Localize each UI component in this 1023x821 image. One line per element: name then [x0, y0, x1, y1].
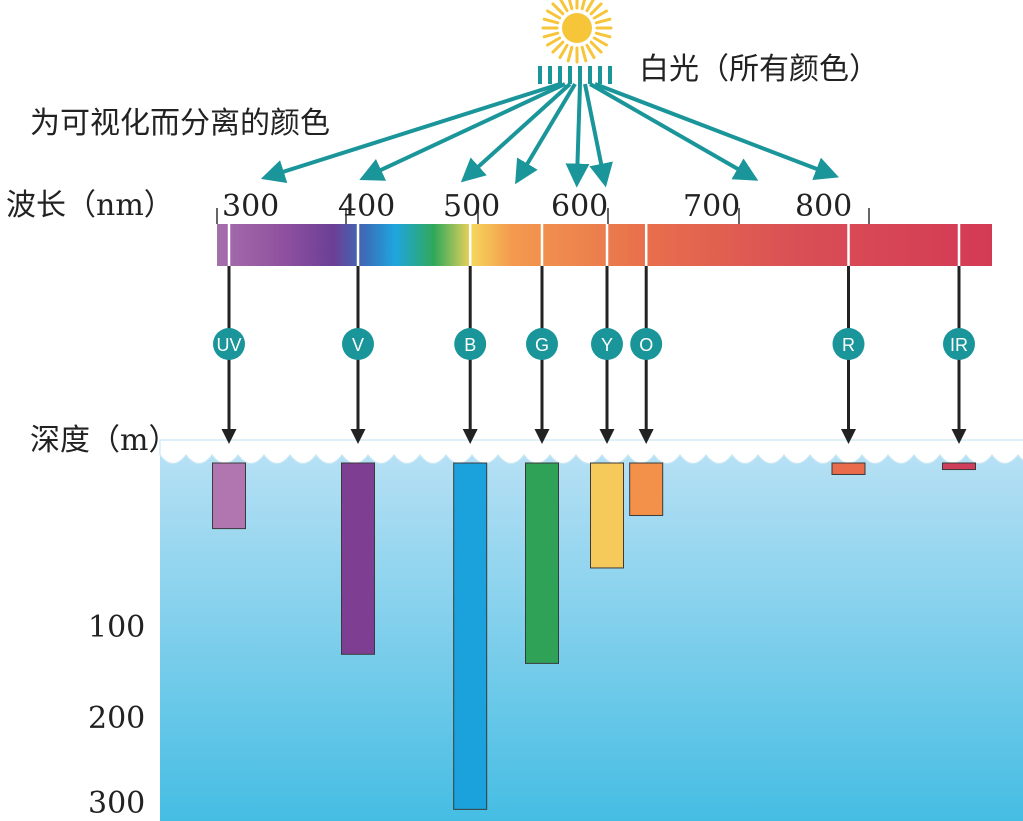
sun-ray [589, 40, 603, 54]
ray-arrow [594, 82, 839, 181]
wavelength-tick-label: 700 [683, 189, 741, 224]
spectrum-bar [217, 224, 992, 266]
sun-ray [551, 40, 565, 54]
sun-ray [566, 45, 574, 63]
colour-badge-label: V [352, 335, 364, 355]
sun-ray [589, 2, 603, 16]
colour-badge-label: G [535, 335, 549, 355]
colour-badge [342, 328, 374, 360]
wavelength-tick-label: 300 [222, 189, 280, 224]
wavelength-tick-label: 500 [443, 189, 501, 224]
colour-penetration-layer: UV V B G Y O R IR [212, 224, 976, 810]
ray-arrow [460, 82, 572, 183]
white-light-label: 白光（所有颜色） [639, 52, 879, 87]
depth-tick-label: 300 [88, 786, 146, 821]
sun-ray [559, 0, 569, 13]
depth-bar [942, 462, 976, 471]
sun-ray [580, 45, 588, 63]
colour-badge [526, 328, 558, 360]
colour-badge [832, 328, 865, 360]
ray-arrow [565, 83, 590, 188]
colour-badge [213, 328, 245, 360]
colour-badge-label: IR [950, 335, 968, 355]
colour-o: O [629, 224, 664, 516]
sun-ray [546, 36, 562, 47]
sun-ray [546, 9, 562, 20]
depth-bar [525, 462, 559, 664]
wavelength-axis-label: 波长（nm） [6, 188, 174, 223]
colour-badge-label: R [842, 335, 855, 355]
colour-uv: UV [212, 224, 246, 530]
sun-ray [580, 0, 587, 11]
sun-ray [585, 0, 595, 13]
colour-badge [630, 328, 663, 360]
wavelength-tick-label: 800 [795, 189, 853, 224]
sun-ray [542, 17, 560, 25]
depth-bar [212, 462, 246, 530]
depth-bar [341, 462, 375, 655]
colour-r: R [831, 224, 866, 475]
sun-ray [592, 36, 608, 47]
ray-arrow [583, 83, 613, 188]
ray-arrow [515, 82, 577, 185]
colour-ir: IR [942, 224, 976, 471]
wavelength-tick-marks [216, 208, 870, 224]
white-light-rays [260, 66, 839, 188]
sun-ray [592, 9, 608, 20]
colour-badge-label: B [464, 335, 476, 355]
colour-y: Y [590, 224, 624, 569]
sun-disc [562, 13, 592, 43]
colour-g: G [525, 224, 559, 664]
sun-ray [585, 43, 596, 59]
colour-v: V [341, 224, 375, 655]
ray-arrow [359, 82, 566, 181]
depth-tick-label: 100 [88, 610, 146, 645]
sun-ray [594, 17, 612, 25]
sun-ray [551, 2, 565, 16]
colour-badge [591, 328, 623, 360]
depth-tick-label: 200 [88, 701, 146, 736]
colour-badge-label: UV [216, 335, 241, 355]
colour-badge-label: Y [601, 335, 613, 355]
sun-ray [558, 43, 569, 59]
sun-ray [567, 0, 574, 11]
colour-badge [943, 328, 975, 360]
depth-axis-label: 深度（m） [30, 423, 179, 458]
sun-ray [594, 31, 612, 39]
ray-arrow [589, 82, 759, 181]
depth-bar [590, 462, 624, 569]
depth-bar [831, 462, 866, 475]
ray-arrow [260, 82, 561, 184]
sun-icon [541, 0, 613, 64]
colour-badge-label: O [639, 335, 653, 355]
separated-colours-label: 为可视化而分离的颜色 [30, 106, 330, 141]
colour-badge [454, 328, 487, 360]
sun-ray [542, 31, 560, 39]
depth-bar [629, 462, 664, 516]
wavelength-tick-label: 400 [338, 189, 396, 224]
depth-bar [453, 462, 488, 810]
wavelength-tick-label: 600 [551, 189, 609, 224]
colour-b: B [453, 224, 488, 810]
